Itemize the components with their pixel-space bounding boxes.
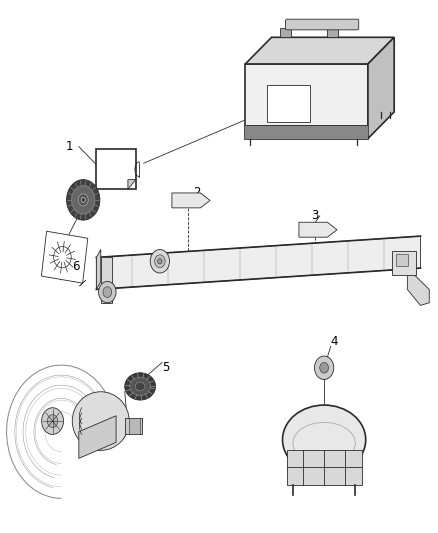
Text: 1: 1: [66, 140, 73, 153]
Bar: [392, 252, 416, 276]
Circle shape: [155, 255, 165, 268]
Bar: [327, 28, 338, 37]
Circle shape: [320, 362, 328, 373]
Polygon shape: [79, 280, 86, 286]
Bar: [101, 257, 112, 303]
Text: 6: 6: [72, 260, 80, 273]
Text: 3: 3: [311, 209, 318, 222]
Polygon shape: [299, 222, 337, 237]
Polygon shape: [96, 249, 101, 289]
Polygon shape: [368, 37, 394, 139]
Bar: [396, 254, 408, 266]
Circle shape: [78, 194, 88, 206]
Bar: [286, 450, 362, 485]
Polygon shape: [96, 236, 420, 289]
Polygon shape: [407, 268, 429, 305]
Polygon shape: [128, 180, 136, 189]
Bar: [280, 28, 291, 37]
Circle shape: [71, 185, 95, 214]
Polygon shape: [245, 64, 368, 139]
Circle shape: [314, 356, 334, 379]
Polygon shape: [172, 193, 210, 208]
Circle shape: [99, 281, 116, 303]
Text: 4: 4: [331, 335, 338, 348]
Ellipse shape: [125, 373, 155, 400]
Circle shape: [53, 246, 71, 268]
Polygon shape: [42, 231, 88, 283]
Circle shape: [42, 408, 64, 434]
Ellipse shape: [130, 377, 151, 396]
Polygon shape: [245, 37, 394, 64]
Circle shape: [81, 197, 85, 203]
Circle shape: [158, 259, 162, 264]
Ellipse shape: [72, 392, 129, 450]
Bar: [129, 418, 140, 434]
Ellipse shape: [283, 405, 366, 474]
Circle shape: [150, 249, 170, 273]
FancyBboxPatch shape: [286, 19, 359, 30]
Bar: [245, 125, 368, 139]
Circle shape: [47, 415, 58, 427]
Polygon shape: [79, 416, 116, 458]
Text: 2: 2: [193, 187, 200, 199]
Ellipse shape: [135, 382, 145, 391]
Bar: [125, 418, 142, 434]
Text: 5: 5: [162, 361, 170, 374]
Circle shape: [67, 180, 100, 220]
Circle shape: [103, 287, 112, 297]
Bar: [96, 149, 136, 189]
Bar: [267, 85, 310, 122]
